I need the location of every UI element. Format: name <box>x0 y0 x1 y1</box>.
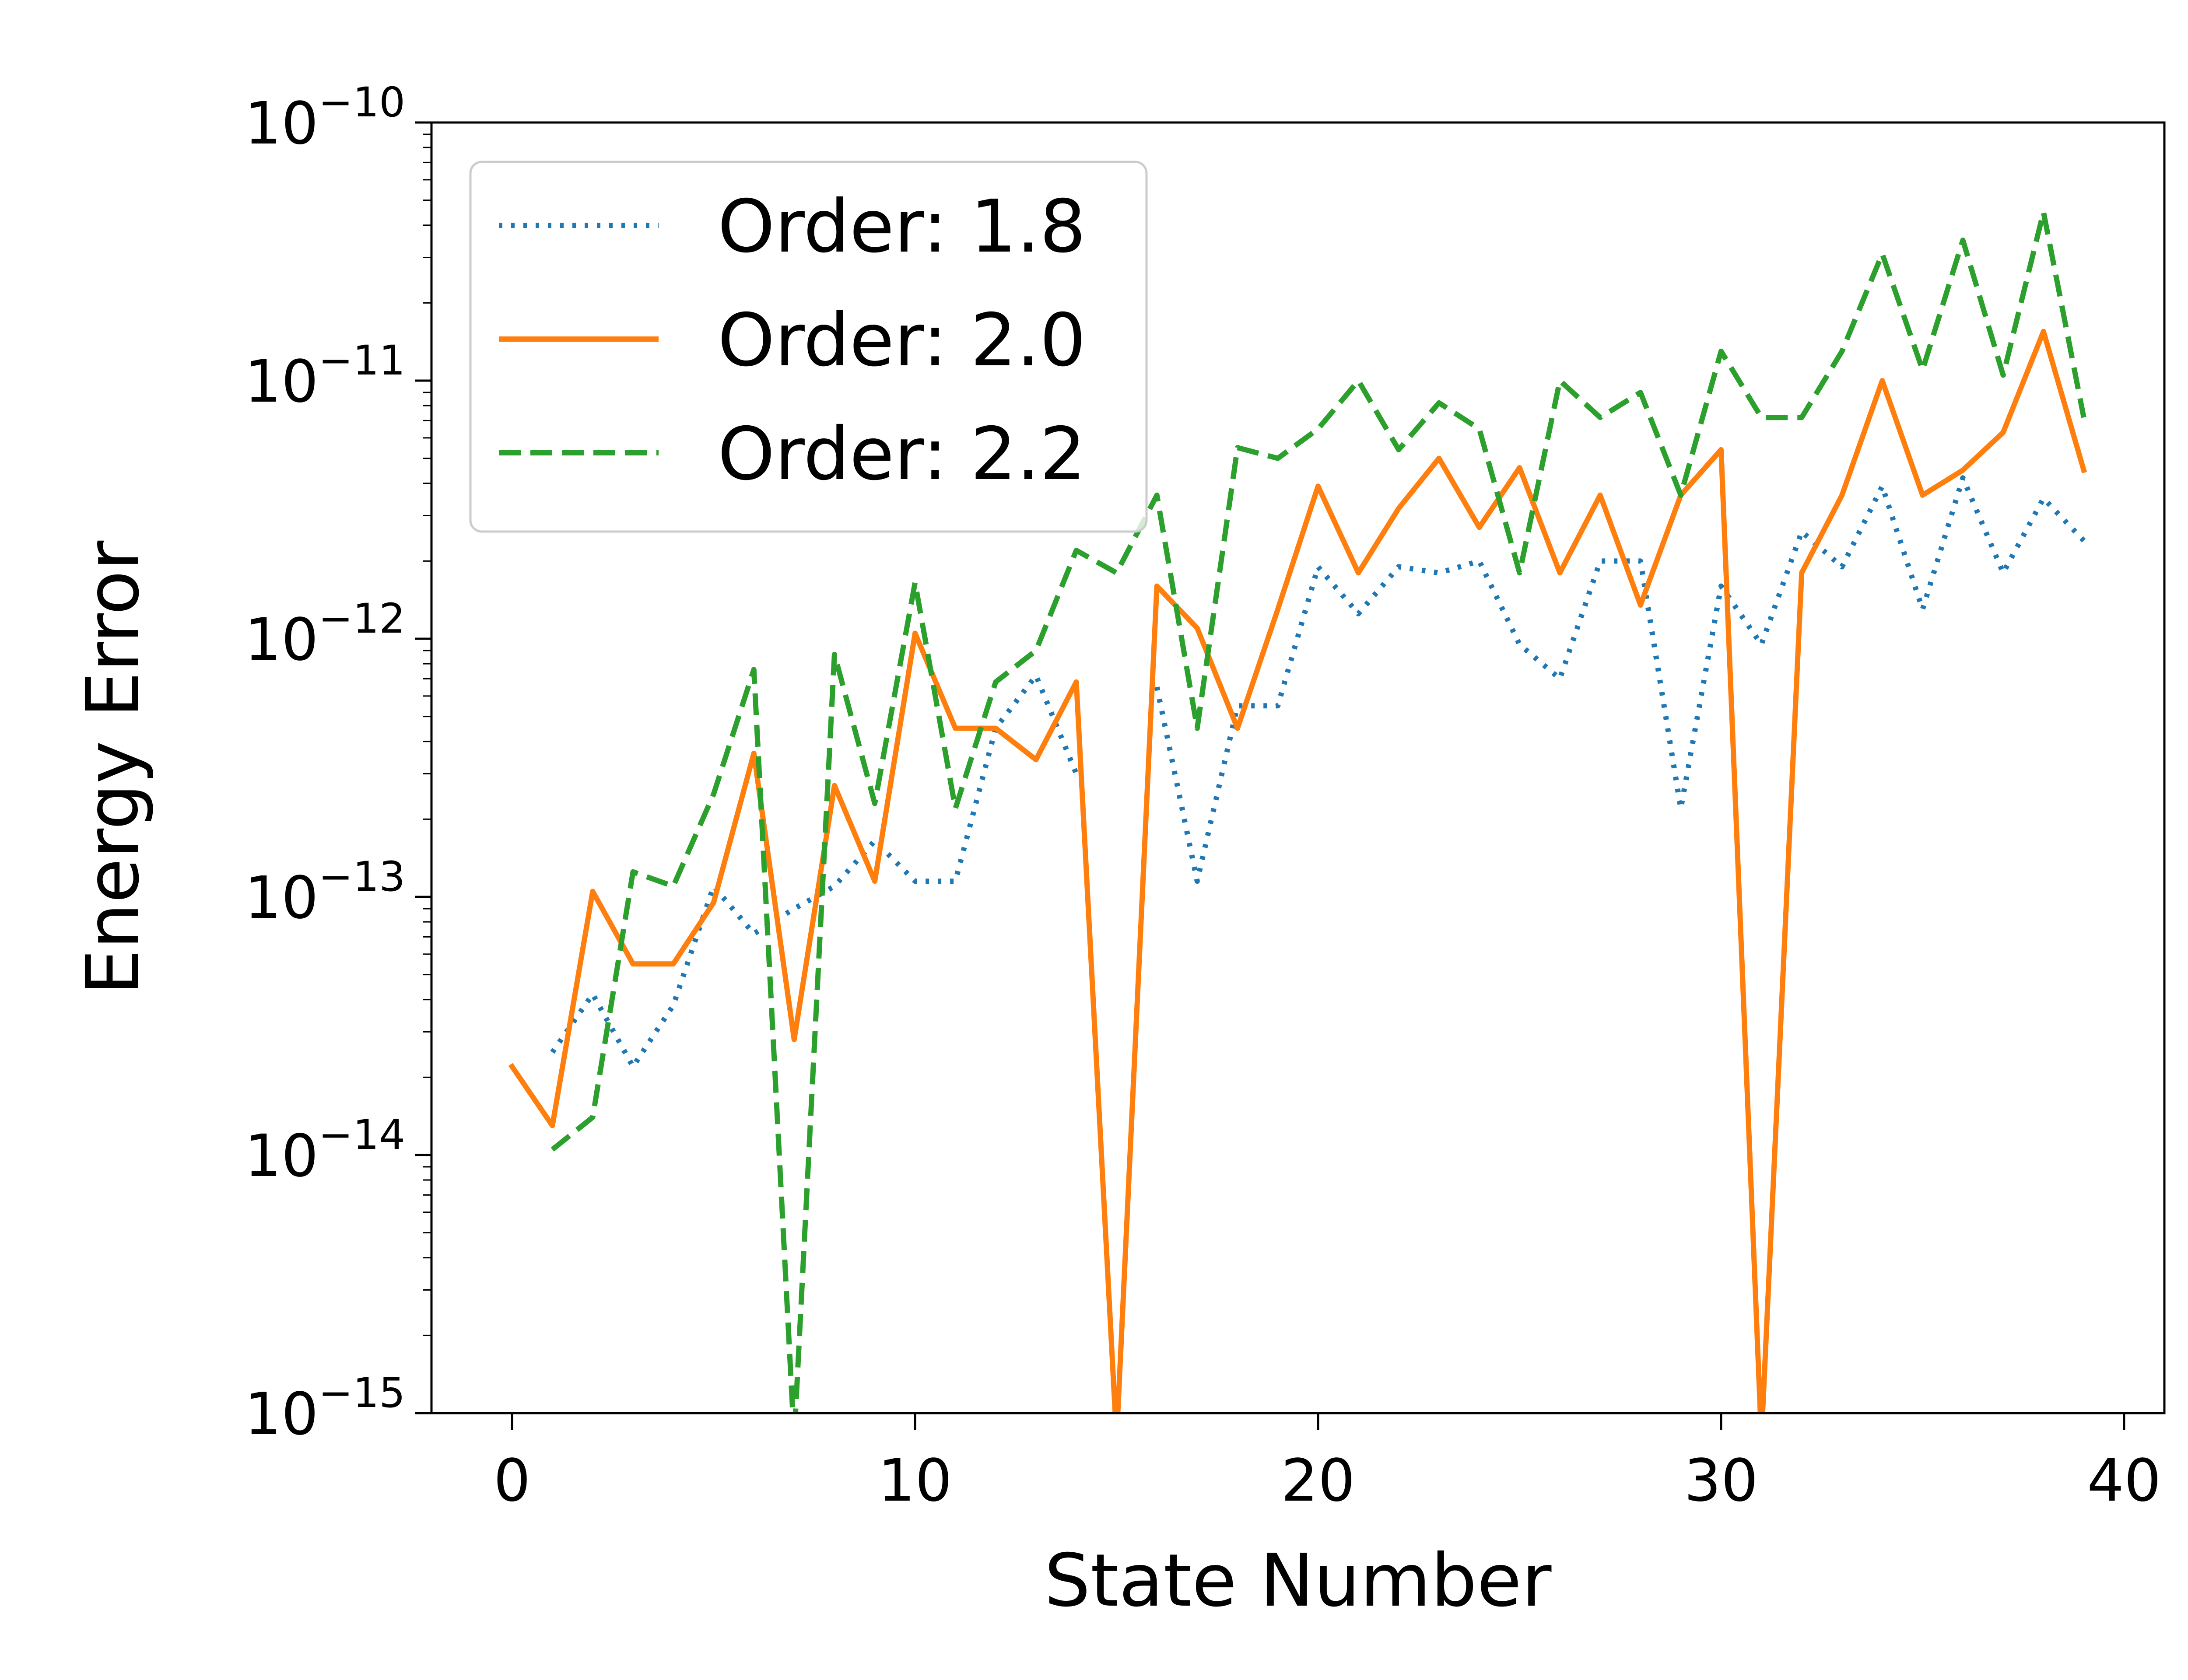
legend-box <box>469 161 1148 533</box>
x-axis-label: State Number <box>1044 1539 1552 1623</box>
series-line-3 <box>551 209 2086 1413</box>
x-tick-label: 0 <box>494 1447 531 1515</box>
x-axis: 0 10 20 30 40 <box>494 1413 2161 1515</box>
y-tick-label: 10−13 <box>244 853 405 932</box>
legend-label: Order: 2.0 <box>718 298 1086 383</box>
x-tick-label: 20 <box>1281 1447 1355 1515</box>
x-tick-label: 40 <box>2087 1447 2161 1515</box>
legend-label: Order: 2.2 <box>718 412 1086 497</box>
y-tick-label: 10−11 <box>244 337 405 416</box>
legend: Order: 1.8 Order: 2.0 Order: 2.2 <box>469 161 1148 533</box>
y-tick-label: 10−10 <box>244 79 405 158</box>
x-tick-label: 10 <box>878 1447 952 1515</box>
plot-frame <box>430 121 2166 1414</box>
series-layer <box>508 209 2087 1413</box>
legend-label: Order: 1.8 <box>718 185 1086 269</box>
series-line-2 <box>508 329 2087 1413</box>
x-tick-label: 30 <box>1684 1447 1758 1515</box>
y-tick-label: 10−14 <box>244 1111 405 1190</box>
y-tick-label: 10−12 <box>244 595 405 674</box>
series-line-1 <box>550 475 2086 1069</box>
y-axis-label: Energy Error <box>71 540 155 995</box>
y-axis: 10−15 10−14 10−13 10−12 10−11 10−10 <box>244 79 431 1448</box>
y-tick-label: 10−15 <box>244 1369 405 1448</box>
